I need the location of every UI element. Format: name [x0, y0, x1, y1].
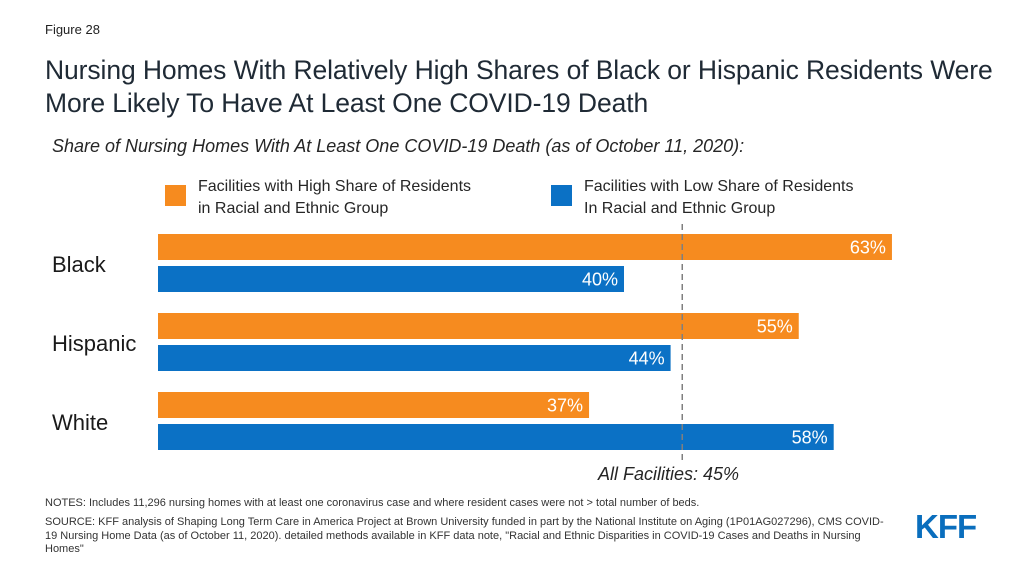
- category-label-white: White: [52, 410, 108, 435]
- legend-item-low-share: Facilities with Low Share of Residents I…: [551, 176, 853, 220]
- legend-label-low-share: Facilities with Low Share of Residents I…: [584, 176, 853, 220]
- bar-white-high-share: [158, 392, 590, 418]
- data-label-white-high-share: 37%: [547, 396, 583, 416]
- bar-black-low-share: [158, 266, 624, 292]
- category-label-black: Black: [52, 252, 107, 277]
- bar-white-low-share: [158, 424, 834, 450]
- legend-label-high-share-line2: in Racial and Ethnic Group: [198, 200, 389, 217]
- legend-item-high-share: Facilities with High Share of Residents …: [165, 176, 471, 220]
- legend-label-low-share-line2: In Racial and Ethnic Group: [584, 200, 776, 217]
- legend-label-high-share-line1: Facilities with High Share of Residents: [198, 178, 472, 195]
- chart-subtitle: Share of Nursing Homes With At Least One…: [52, 136, 745, 156]
- figure-label: Figure 28: [45, 22, 100, 37]
- legend-swatch-low-share: [551, 185, 572, 206]
- data-label-hispanic-high-share: 55%: [757, 317, 793, 337]
- kff-logo: KFF: [915, 508, 977, 545]
- data-label-black-high-share: 63%: [850, 238, 886, 258]
- data-label-hispanic-low-share: 44%: [629, 349, 665, 369]
- source: SOURCE: KFF analysis of Shaping Long Ter…: [45, 516, 884, 555]
- notes: NOTES: Includes 11,296 nursing homes wit…: [45, 497, 700, 509]
- chart-title: Nursing Homes With Relatively High Share…: [45, 55, 993, 118]
- legend-label-high-share: Facilities with High Share of Residents …: [198, 176, 471, 220]
- bar-black-high-share: [158, 234, 892, 260]
- data-label-black-low-share: 40%: [582, 270, 618, 290]
- reference-line-label: All Facilities: 45%: [598, 464, 740, 484]
- data-label-white-low-share: 58%: [792, 428, 828, 448]
- legend-label-low-share-line1: Facilities with Low Share of Residents: [584, 178, 854, 195]
- bar-hispanic-low-share: [158, 345, 671, 371]
- legend-swatch-high-share: [165, 185, 186, 206]
- bar-hispanic-high-share: [158, 313, 799, 339]
- category-label-hispanic: Hispanic: [52, 331, 136, 356]
